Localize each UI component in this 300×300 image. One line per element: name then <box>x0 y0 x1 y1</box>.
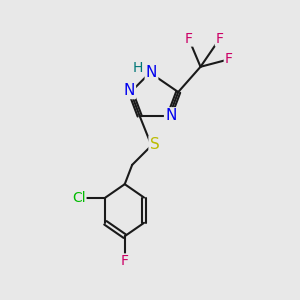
Text: N: N <box>146 65 157 80</box>
Text: F: F <box>121 254 129 268</box>
Text: F: F <box>225 52 233 66</box>
Text: N: N <box>124 83 135 98</box>
Text: F: F <box>216 32 224 46</box>
Text: H: H <box>133 61 143 75</box>
Text: S: S <box>150 136 159 152</box>
Text: F: F <box>184 32 193 46</box>
Text: N: N <box>165 108 176 123</box>
Text: Cl: Cl <box>72 190 86 205</box>
